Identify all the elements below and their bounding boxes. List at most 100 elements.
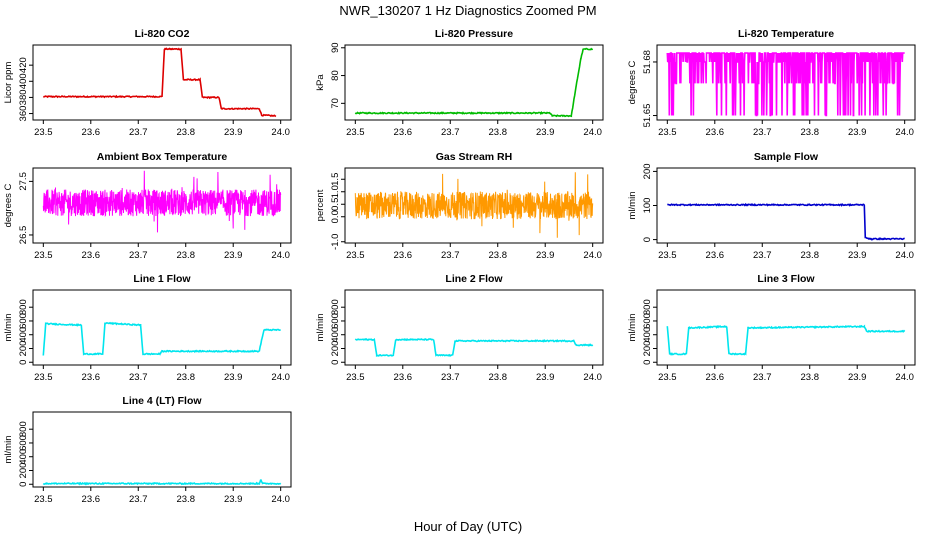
series-line xyxy=(42,321,281,356)
x-tick-label: 23.7 xyxy=(753,250,772,261)
series-line xyxy=(666,324,906,356)
x-tick-label: 23.5 xyxy=(346,372,365,383)
panel-10: Line 4 (LT) Flow ml/min 23.5 23.6 23.7 23.8 23… xyxy=(3,395,292,505)
y-tick-label: 100 xyxy=(642,198,653,214)
y-axis-label: degrees C xyxy=(627,60,638,104)
x-tick-label: 23.5 xyxy=(346,250,365,261)
y-tick-label: 800 xyxy=(18,421,29,437)
y-tick-label: 0 xyxy=(18,482,29,487)
x-tick-label: 23.9 xyxy=(224,127,243,138)
y-axis-label: kPa xyxy=(315,74,326,91)
series-line xyxy=(666,52,905,117)
panel-title: Ambient Box Temperature xyxy=(97,151,228,163)
series xyxy=(42,321,281,356)
x-tick-label: 23.6 xyxy=(394,127,413,138)
x-tick-label: 23.6 xyxy=(394,372,413,383)
panel-3: Li-820 Temperature degrees C 23.5 23.6 23.7 2… xyxy=(627,28,916,138)
x-tick-label: 23.7 xyxy=(441,127,460,138)
y-tick-label: 800 xyxy=(330,299,341,315)
x-tick-label: 23.5 xyxy=(34,494,53,505)
x-tick-label: 23.9 xyxy=(536,250,555,261)
y-tick-label: 400 xyxy=(18,327,29,343)
panel-title: Sample Flow xyxy=(754,151,819,163)
y-tick-label: 200 xyxy=(18,341,29,357)
series-line xyxy=(354,172,594,238)
x-tick-label: 23.8 xyxy=(176,250,195,261)
y-tick-label: 400 xyxy=(642,327,653,343)
y-tick-label: 51.68 xyxy=(642,50,653,74)
x-tick-label: 23.8 xyxy=(800,250,819,261)
x-tick-label: 24.0 xyxy=(583,372,602,383)
y-tick-label: 0 xyxy=(642,360,653,365)
x-tick-label: 23.6 xyxy=(706,372,725,383)
x-tick-label: 23.8 xyxy=(176,494,195,505)
series xyxy=(42,479,282,486)
x-tick-label: 23.8 xyxy=(800,372,819,383)
y-tick-label: 0.5 xyxy=(330,198,341,211)
panel-title: Gas Stream RH xyxy=(436,151,512,163)
plot-frame xyxy=(344,44,604,121)
x-tick-label: 23.7 xyxy=(129,127,148,138)
panel-title: Li-820 Pressure xyxy=(435,28,513,40)
y-axis-label: degrees C xyxy=(3,183,14,227)
panel-8: Line 2 Flow ml/min 23.5 23.6 23.7 23.8 23.9 24.… xyxy=(315,273,604,383)
x-tick-label: 23.9 xyxy=(224,250,243,261)
y-tick-label: 80 xyxy=(330,70,341,81)
series-line xyxy=(354,47,594,118)
x-tick-label: 23.6 xyxy=(82,250,101,261)
panel-9: Line 3 Flow ml/min 23.5 23.6 23.7 23.8 23.9 24.… xyxy=(627,273,916,383)
x-tick-label: 24.0 xyxy=(271,372,290,383)
plot-frame xyxy=(32,411,292,488)
y-tick-label: 200 xyxy=(18,463,29,479)
x-tick-label: 23.5 xyxy=(658,127,677,138)
x-tick-label: 23.7 xyxy=(441,250,460,261)
y-tick-label: 400 xyxy=(330,327,341,343)
y-axis-label: Licor ppm xyxy=(3,62,14,104)
y-tick-label: 600 xyxy=(18,435,29,451)
series xyxy=(354,172,594,238)
series xyxy=(42,170,282,233)
plot-frame xyxy=(656,44,916,121)
x-tick-label: 23.9 xyxy=(848,372,867,383)
series xyxy=(42,47,277,118)
y-tick-label: 420 xyxy=(18,57,29,73)
figure-title: NWR_130207 1 Hz Diagnostics Zoomed PM xyxy=(339,3,596,18)
series-line xyxy=(42,47,277,118)
series-line xyxy=(354,337,594,358)
y-tick-label: 51.65 xyxy=(642,104,653,128)
y-axis-label: ml/min xyxy=(3,436,14,464)
x-tick-label: 23.6 xyxy=(706,250,725,261)
x-tick-label: 23.8 xyxy=(488,250,507,261)
y-tick-label: 90 xyxy=(330,42,341,53)
x-tick-label: 24.0 xyxy=(895,250,914,261)
y-axis-label: ml/min xyxy=(627,314,638,342)
x-tick-label: 24.0 xyxy=(271,494,290,505)
series xyxy=(666,52,905,117)
y-tick-label: 600 xyxy=(18,313,29,329)
x-tick-label: 24.0 xyxy=(271,127,290,138)
series-line xyxy=(42,479,282,486)
x-tick-label: 23.9 xyxy=(224,494,243,505)
y-tick-label: 26.5 xyxy=(18,226,29,245)
panel-6: Sample Flow ml/min 23.5 23.6 23.7 23.8 23.9 24.… xyxy=(627,151,916,261)
y-tick-label: 0 xyxy=(642,237,653,242)
panel-1: Li-820 CO2 Licor ppm 23.5 23.6 23.7 23.8 23.9 2… xyxy=(3,28,292,138)
y-tick-label: 27.5 xyxy=(18,172,29,191)
x-tick-label: 23.5 xyxy=(34,250,53,261)
panel-2: Li-820 Pressure kPa 23.5 23.6 23.7 23.8 23.9 24… xyxy=(315,28,604,138)
y-tick-label: 380 xyxy=(18,89,29,105)
panel-title: Line 2 Flow xyxy=(445,273,503,285)
y-tick-label: 800 xyxy=(18,299,29,315)
y-tick-label: 200 xyxy=(330,341,341,357)
x-tick-label: 23.6 xyxy=(706,127,725,138)
x-tick-label: 23.8 xyxy=(488,372,507,383)
series-line xyxy=(667,202,905,242)
y-tick-label: 1.0 xyxy=(330,185,341,198)
panel-4: Ambient Box Temperature degrees C 23.5 23.6… xyxy=(3,151,292,261)
plot-frame xyxy=(656,289,916,366)
y-axis-label: ml/min xyxy=(315,314,326,342)
series xyxy=(354,337,594,358)
x-tick-label: 24.0 xyxy=(271,250,290,261)
x-tick-label: 23.5 xyxy=(658,250,677,261)
